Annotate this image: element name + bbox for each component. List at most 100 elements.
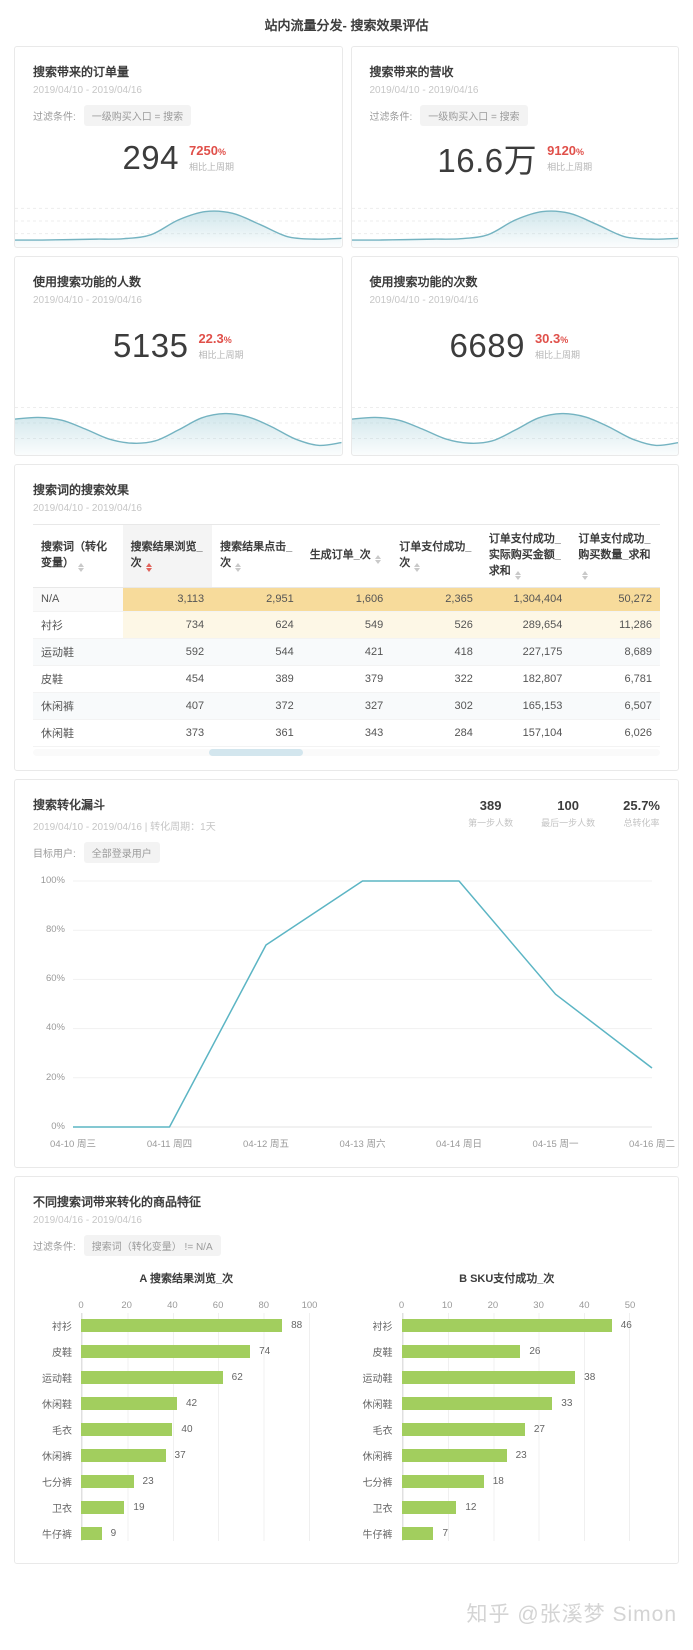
row-value: 6,026 bbox=[570, 719, 660, 747]
row-value: 302 bbox=[391, 692, 481, 720]
bar-category-label: 卫衣 bbox=[372, 1504, 393, 1516]
bar-category-label: 休闲裤 bbox=[362, 1452, 393, 1464]
row-value: 284 bbox=[391, 719, 481, 747]
row-value: 227,175 bbox=[480, 638, 571, 666]
bar[interactable] bbox=[81, 1475, 134, 1489]
card-title: 搜索带来的营收 bbox=[369, 65, 454, 79]
bar-category-label: 皮鞋 bbox=[52, 1348, 72, 1360]
bar[interactable] bbox=[81, 1449, 166, 1463]
sort-icon[interactable] bbox=[514, 570, 521, 580]
bar-category-label: 七分裤 bbox=[42, 1478, 72, 1490]
row-value: 624 bbox=[212, 611, 302, 639]
row-value: 327 bbox=[301, 692, 392, 720]
sort-icon[interactable] bbox=[582, 570, 589, 580]
sort-icon[interactable] bbox=[145, 562, 152, 572]
bar-axis-tick: 30 bbox=[533, 1299, 544, 1311]
card-date-range: 2019/04/10 - 2019/04/16 bbox=[369, 295, 479, 306]
column-header[interactable]: 搜索结果浏览_次 bbox=[122, 524, 213, 588]
sort-icon[interactable] bbox=[414, 562, 421, 572]
bar-row: 牛仔裤 9 bbox=[33, 1521, 340, 1547]
bar-track: 38 bbox=[401, 1371, 631, 1385]
column-header[interactable]: 订单支付成功_购买数量_求和 bbox=[570, 524, 660, 588]
bar-axis-tick: 10 bbox=[441, 1299, 453, 1311]
card-date-range: 2019/04/10 - 2019/04/16 bbox=[33, 295, 142, 306]
filter-row: 过滤条件: 一级购买入口 = 搜索 bbox=[33, 105, 324, 126]
bar-row: 衬衫 88 bbox=[33, 1313, 340, 1339]
bar[interactable] bbox=[401, 1371, 576, 1385]
search-effect-table: 搜索词（转化变量） 搜索结果浏览_次 搜索结果点击_次 生成订单_次 订单支付成功_次订… bbox=[33, 524, 660, 747]
kpi-card-search-count: 使用搜索功能的次数 2019/04/10 - 2019/04/16 6689 3… bbox=[350, 256, 679, 456]
bar-value-label: 9 bbox=[110, 1528, 117, 1540]
funnel-trend-chart: 0% 20% 40% 60% 80% 100% 04-10 周三 04-11 周四 04-12 … bbox=[33, 875, 675, 1153]
bar-category-label: 卫衣 bbox=[52, 1504, 72, 1516]
bar-track: 40 bbox=[81, 1423, 310, 1437]
bar[interactable] bbox=[401, 1475, 484, 1489]
kpi-change-note: 相比上周期 bbox=[189, 161, 235, 172]
row-value: 372 bbox=[212, 692, 302, 720]
bar-value-label: 37 bbox=[174, 1450, 186, 1462]
bar[interactable] bbox=[81, 1397, 177, 1411]
kpi-card-search-users: 使用搜索功能的人数 2019/04/10 - 2019/04/16 5135 2… bbox=[14, 256, 343, 456]
bar-track: 74 bbox=[81, 1345, 310, 1359]
scrollbar-thumb[interactable] bbox=[208, 748, 303, 756]
column-header[interactable]: 搜索结果点击_次 bbox=[212, 524, 302, 588]
row-value: 322 bbox=[391, 665, 481, 693]
kpi-value: 294 bbox=[122, 138, 180, 176]
bar[interactable] bbox=[401, 1501, 457, 1515]
bar-axis-tick: 40 bbox=[167, 1299, 178, 1311]
bar[interactable] bbox=[401, 1345, 521, 1359]
column-header[interactable]: 搜索词（转化变量） bbox=[33, 524, 123, 588]
kpi-value: 16.6万 bbox=[437, 141, 538, 179]
sort-icon[interactable] bbox=[235, 562, 242, 572]
bar[interactable] bbox=[81, 1371, 223, 1385]
row-value: 6,507 bbox=[570, 692, 660, 720]
funnel-y-tick: 20% bbox=[45, 1071, 65, 1083]
bar-category-label: 运动鞋 bbox=[42, 1374, 72, 1386]
bar-charts: A 搜索结果浏览_次 0 20 40 60 80 100 衬衫 88 皮鞋 74 运动鞋 62 休闲鞋… bbox=[33, 1270, 660, 1547]
bar[interactable] bbox=[81, 1319, 283, 1333]
row-value: 2,365 bbox=[391, 587, 481, 612]
bar[interactable] bbox=[81, 1501, 125, 1515]
funnel-x-tick: 04-15 周一 bbox=[532, 1138, 579, 1150]
bar-track: 23 bbox=[81, 1475, 310, 1489]
column-header[interactable]: 订单支付成功_实际购买金额_求和 bbox=[480, 524, 571, 588]
sort-icon[interactable] bbox=[78, 562, 84, 572]
bar-value-label: 26 bbox=[529, 1346, 541, 1358]
bar-value-label: 19 bbox=[133, 1502, 145, 1514]
row-keyword: N/A bbox=[33, 587, 123, 612]
bar[interactable] bbox=[401, 1449, 507, 1463]
funnel-x-tick: 04-16 周二 bbox=[629, 1138, 675, 1150]
bar-category-label: 衬衫 bbox=[52, 1322, 72, 1334]
watermark: 知乎 @张溪梦 Simon bbox=[466, 1602, 677, 1626]
bar[interactable] bbox=[81, 1527, 102, 1541]
funnel-card: 搜索转化漏斗 2019/04/10 - 2019/04/16 | 转化周期：1天… bbox=[14, 778, 679, 1168]
bar-axis-tick: 80 bbox=[258, 1299, 270, 1311]
filter-tag[interactable]: 搜索词（转化变量） != N/A bbox=[83, 1234, 221, 1256]
funnel-subtitle: 2019/04/10 - 2019/04/16 | 转化周期：1天 bbox=[33, 821, 216, 833]
column-header[interactable]: 生成订单_次 bbox=[301, 524, 392, 588]
bar-chart-sku-paid: B SKU支付成功_次 0 10 20 30 40 50 衬衫 46 皮鞋 26 运动鞋 38 休闲鞋… bbox=[354, 1270, 661, 1547]
bar[interactable] bbox=[401, 1527, 434, 1541]
bar[interactable] bbox=[401, 1397, 553, 1411]
bar-category-label: 牛仔裤 bbox=[362, 1530, 393, 1542]
funnel-title: 搜索转化漏斗 bbox=[33, 797, 106, 812]
bar[interactable] bbox=[401, 1319, 612, 1333]
row-value: 734 bbox=[122, 611, 213, 639]
products-title: 不同搜索词带来转化的商品特征 bbox=[33, 1194, 202, 1209]
sort-icon[interactable] bbox=[374, 554, 381, 564]
products-date-range: 2019/04/16 - 2019/04/16 bbox=[33, 1214, 142, 1226]
column-header[interactable]: 订单支付成功_次 bbox=[391, 524, 481, 588]
bar-axis-tick: 20 bbox=[487, 1299, 499, 1311]
bar-value-label: 27 bbox=[533, 1424, 545, 1436]
row-value: 165,153 bbox=[480, 692, 571, 720]
filter-tag[interactable]: 一级购买入口 = 搜索 bbox=[420, 105, 528, 126]
bar[interactable] bbox=[81, 1345, 251, 1359]
filter-tag[interactable]: 一级购买入口 = 搜索 bbox=[83, 105, 192, 126]
bar-chart-search-views: A 搜索结果浏览_次 0 20 40 60 80 100 衬衫 88 皮鞋 74 运动鞋 62 休闲鞋… bbox=[33, 1270, 340, 1547]
bar-row: 卫衣 12 bbox=[354, 1495, 661, 1521]
target-user-tag[interactable]: 全部登录用户 bbox=[83, 841, 160, 863]
bar-category-label: 休闲裤 bbox=[42, 1452, 72, 1464]
bar[interactable] bbox=[81, 1423, 173, 1437]
bar-axis-tick: 60 bbox=[212, 1299, 224, 1311]
bar[interactable] bbox=[401, 1423, 525, 1437]
